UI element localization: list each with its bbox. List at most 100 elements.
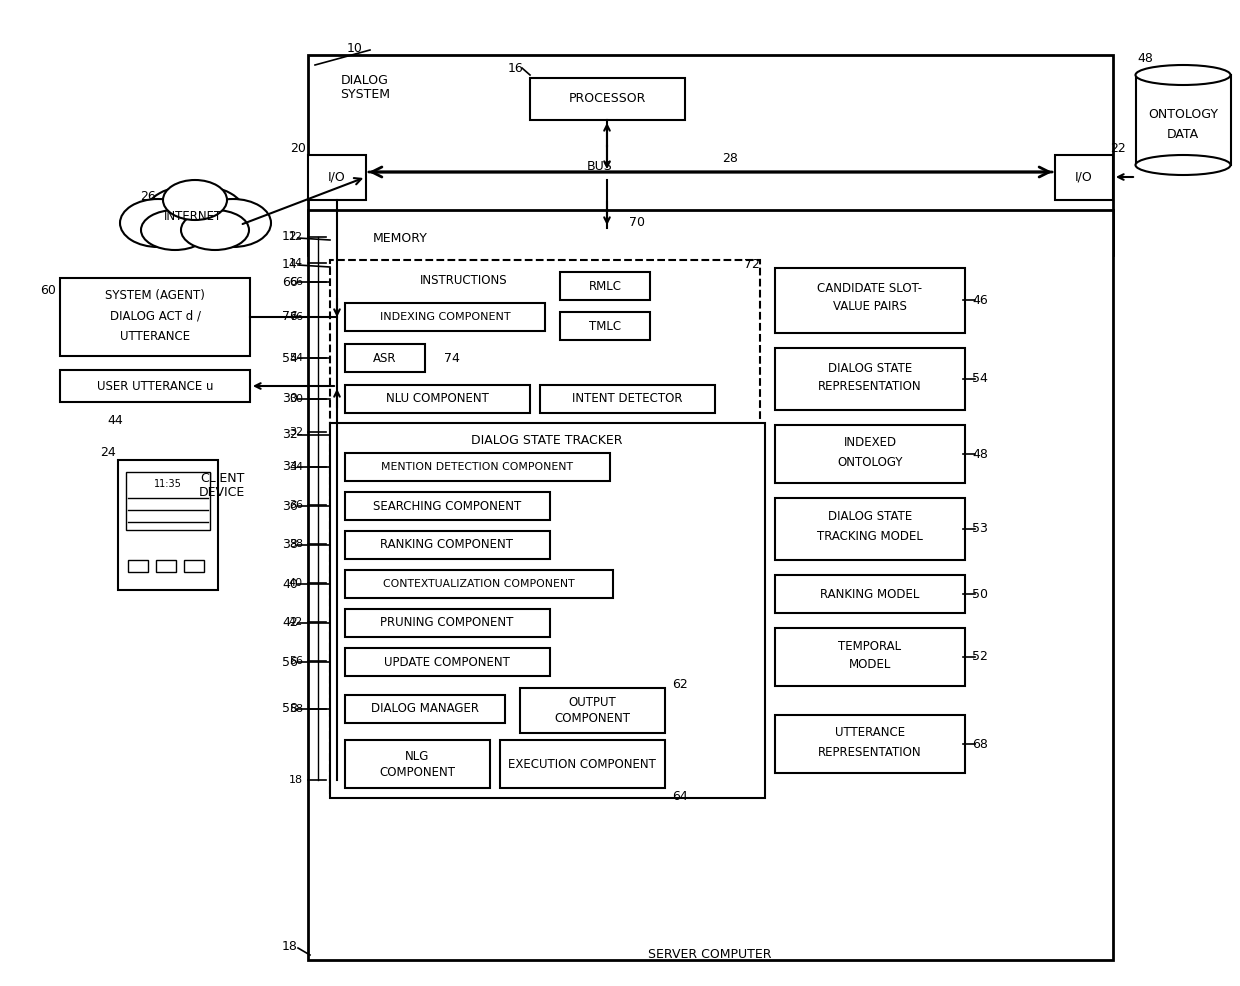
Ellipse shape: [141, 210, 210, 250]
FancyBboxPatch shape: [308, 210, 1114, 960]
Text: 42: 42: [289, 617, 303, 627]
Text: 52: 52: [972, 651, 988, 664]
Text: 18: 18: [281, 940, 298, 952]
FancyBboxPatch shape: [128, 560, 148, 572]
Text: RANKING MODEL: RANKING MODEL: [821, 588, 920, 600]
Text: REPRESENTATION: REPRESENTATION: [818, 381, 921, 393]
FancyBboxPatch shape: [560, 272, 650, 300]
FancyBboxPatch shape: [775, 498, 965, 560]
Text: ASR: ASR: [373, 351, 397, 365]
FancyBboxPatch shape: [775, 628, 965, 686]
Ellipse shape: [145, 185, 246, 241]
Text: INSTRUCTIONS: INSTRUCTIONS: [420, 273, 507, 287]
Text: 50: 50: [972, 588, 988, 600]
FancyBboxPatch shape: [345, 648, 551, 676]
Text: 16: 16: [508, 61, 523, 75]
Text: 32: 32: [289, 427, 303, 437]
Text: 66: 66: [283, 275, 298, 289]
FancyBboxPatch shape: [345, 609, 551, 637]
Text: 38: 38: [289, 539, 303, 549]
Text: CANDIDATE SLOT-: CANDIDATE SLOT-: [817, 281, 923, 295]
Text: REPRESENTATION: REPRESENTATION: [818, 745, 921, 758]
Text: 40: 40: [289, 578, 303, 588]
Text: PROCESSOR: PROCESSOR: [568, 93, 646, 106]
Text: 11:35: 11:35: [154, 479, 182, 489]
Ellipse shape: [1136, 155, 1230, 175]
Text: 48: 48: [972, 448, 988, 460]
Text: 70: 70: [629, 216, 645, 229]
Text: SYSTEM: SYSTEM: [340, 89, 391, 102]
Text: UPDATE COMPONENT: UPDATE COMPONENT: [384, 656, 510, 669]
Text: 40: 40: [281, 578, 298, 591]
Text: 38: 38: [281, 538, 298, 551]
FancyBboxPatch shape: [539, 385, 715, 413]
FancyBboxPatch shape: [330, 423, 765, 798]
Text: NLG: NLG: [404, 749, 429, 762]
Text: 76: 76: [281, 311, 298, 323]
Text: 62: 62: [672, 678, 688, 691]
Text: 56: 56: [281, 656, 298, 669]
Text: 26: 26: [140, 189, 156, 202]
Text: 22: 22: [1110, 142, 1126, 155]
Text: DIALOG MANAGER: DIALOG MANAGER: [371, 702, 479, 716]
Text: CLIENT: CLIENT: [200, 471, 244, 484]
Text: MEMORY: MEMORY: [372, 232, 428, 245]
Ellipse shape: [181, 210, 249, 250]
FancyBboxPatch shape: [156, 560, 176, 572]
FancyBboxPatch shape: [345, 695, 505, 723]
Text: 14: 14: [283, 258, 298, 271]
Text: 66: 66: [289, 277, 303, 287]
Text: DIALOG: DIALOG: [341, 74, 389, 87]
FancyBboxPatch shape: [345, 385, 529, 413]
Text: COMPONENT: COMPONENT: [554, 713, 630, 726]
Text: 34: 34: [289, 462, 303, 472]
FancyBboxPatch shape: [775, 268, 965, 333]
FancyBboxPatch shape: [560, 312, 650, 340]
Text: 46: 46: [972, 294, 988, 307]
Text: EXECUTION COMPONENT: EXECUTION COMPONENT: [508, 757, 656, 770]
Text: 34: 34: [283, 460, 298, 473]
FancyBboxPatch shape: [60, 278, 250, 356]
Text: 68: 68: [972, 738, 988, 750]
FancyBboxPatch shape: [308, 55, 1114, 255]
Text: RMLC: RMLC: [589, 279, 621, 293]
Text: INDEXING COMPONENT: INDEXING COMPONENT: [379, 312, 511, 322]
FancyBboxPatch shape: [118, 460, 218, 590]
Text: RANKING COMPONENT: RANKING COMPONENT: [381, 538, 513, 551]
Text: TMLC: TMLC: [589, 319, 621, 332]
Text: 54: 54: [289, 353, 303, 363]
Text: 42: 42: [283, 616, 298, 629]
Text: DATA: DATA: [1167, 127, 1199, 140]
Text: UTTERANCE: UTTERANCE: [835, 727, 905, 740]
Text: TEMPORAL: TEMPORAL: [838, 640, 901, 653]
FancyBboxPatch shape: [775, 348, 965, 410]
Text: 74: 74: [444, 351, 460, 365]
Text: 28: 28: [722, 153, 738, 166]
Text: 58: 58: [281, 702, 298, 716]
Text: 10: 10: [347, 41, 363, 54]
Text: 60: 60: [40, 284, 56, 297]
FancyBboxPatch shape: [345, 344, 425, 372]
Text: 12: 12: [283, 231, 298, 244]
Text: SYSTEM (AGENT): SYSTEM (AGENT): [105, 290, 205, 303]
Text: DIALOG STATE TRACKER: DIALOG STATE TRACKER: [471, 435, 622, 448]
Text: BUS: BUS: [587, 161, 613, 174]
Text: 76: 76: [289, 312, 303, 322]
Text: 53: 53: [972, 523, 988, 535]
Text: DIALOG STATE: DIALOG STATE: [828, 511, 913, 524]
Text: VALUE PAIRS: VALUE PAIRS: [833, 300, 906, 313]
FancyBboxPatch shape: [500, 740, 665, 788]
Text: INTENT DETECTOR: INTENT DETECTOR: [572, 392, 682, 405]
Text: 30: 30: [281, 392, 298, 405]
FancyBboxPatch shape: [529, 78, 684, 120]
Text: CONTEXTUALIZATION COMPONENT: CONTEXTUALIZATION COMPONENT: [383, 579, 575, 589]
Text: USER UTTERANCE u: USER UTTERANCE u: [97, 380, 213, 392]
Text: I/O: I/O: [329, 171, 346, 183]
Text: DIALOG ACT d /: DIALOG ACT d /: [109, 310, 201, 322]
Text: MENTION DETECTION COMPONENT: MENTION DETECTION COMPONENT: [381, 462, 573, 472]
Text: 58: 58: [289, 704, 303, 714]
FancyBboxPatch shape: [1136, 75, 1231, 165]
FancyBboxPatch shape: [775, 575, 965, 613]
FancyBboxPatch shape: [345, 531, 551, 559]
FancyBboxPatch shape: [308, 155, 366, 200]
